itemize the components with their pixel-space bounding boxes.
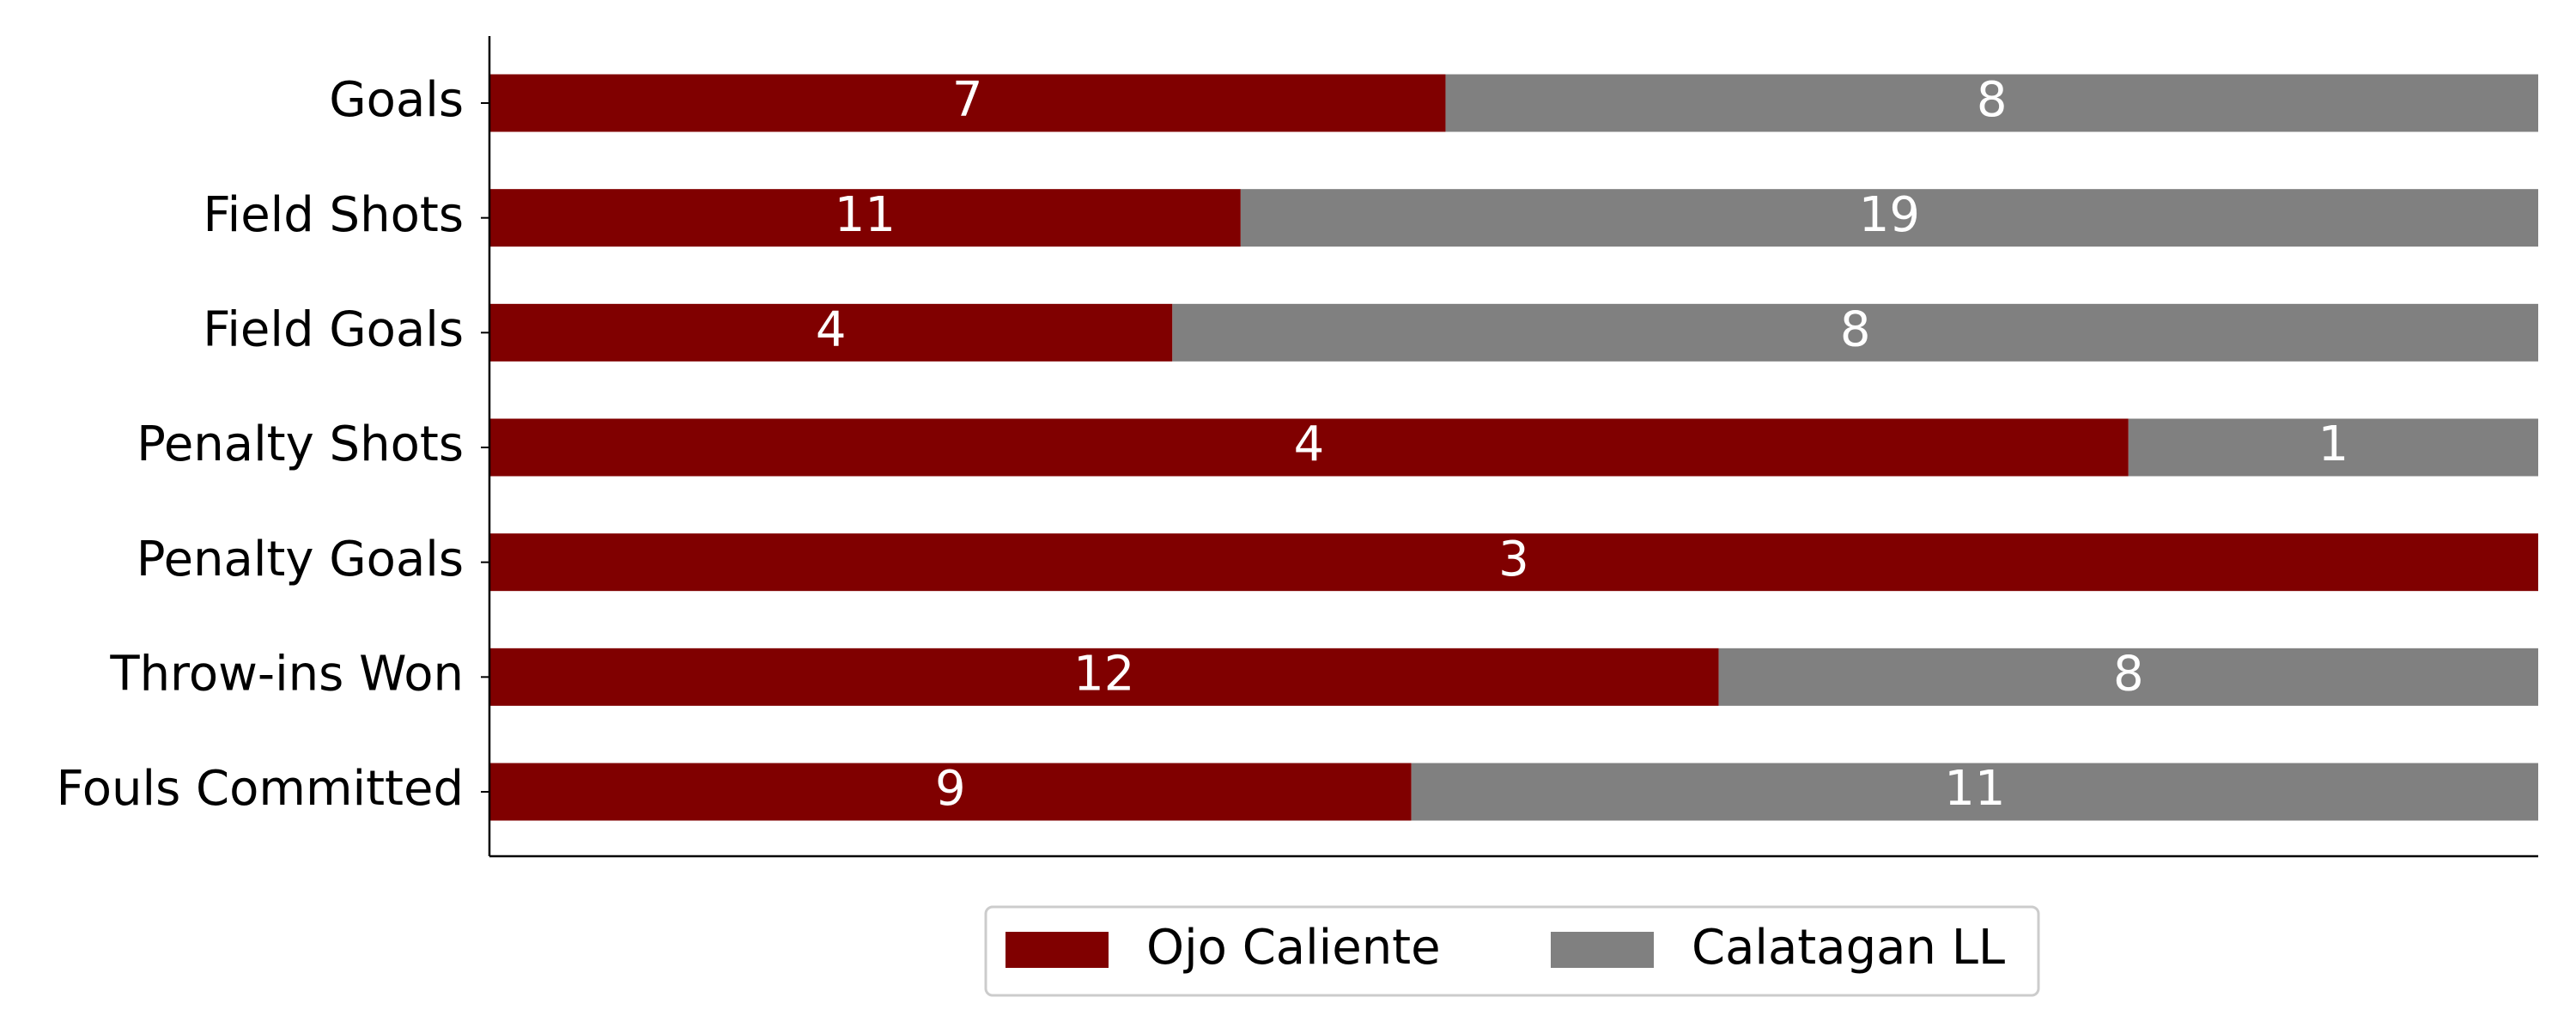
- bar-segment: [1445, 74, 2538, 132]
- bar-segment: [2128, 418, 2538, 477]
- legend-frame: [984, 905, 2040, 997]
- value-label: 7: [952, 72, 983, 128]
- bar-segment: [489, 189, 1241, 247]
- legend-label: Calatagan LL: [1692, 920, 2005, 976]
- bar-segment: [1411, 763, 2538, 821]
- value-label: 4: [816, 301, 847, 357]
- value-label: 11: [835, 187, 896, 243]
- y-tick-label: Penalty Shots: [137, 417, 464, 472]
- bar-segment: [489, 418, 2129, 477]
- y-tick-label: Fouls Committed: [57, 761, 464, 817]
- y-tick-label: Field Shots: [204, 187, 465, 243]
- bar-segment: [1172, 303, 2538, 362]
- y-tick-label: Penalty Goals: [137, 532, 464, 587]
- value-label: 8: [1977, 72, 2008, 128]
- legend-label: Ojo Caliente: [1146, 920, 1441, 976]
- y-tick-label: Goals: [329, 72, 464, 128]
- bar-segment: [1240, 189, 2538, 247]
- bar-segment: [489, 74, 1446, 132]
- value-label: 8: [1840, 301, 1871, 357]
- bar-segment: [489, 648, 1719, 706]
- bar-segment: [1718, 648, 2538, 706]
- value-label: 1: [2318, 417, 2349, 472]
- bar-segment: [489, 763, 1412, 821]
- legend: Ojo Caliente Calatagan LL: [984, 905, 2040, 997]
- legend-swatch: [1551, 932, 1654, 968]
- value-label: 19: [1859, 187, 1920, 243]
- value-label: 8: [2113, 646, 2144, 702]
- value-label: 9: [935, 761, 966, 817]
- y-tick-label: Field Goals: [203, 301, 464, 357]
- legend-swatch: [1005, 932, 1109, 968]
- bar-segment: [489, 303, 1173, 362]
- bar-segment: [489, 533, 2538, 592]
- y-tick-label: Throw-ins Won: [109, 646, 464, 702]
- value-label: 4: [1294, 417, 1325, 472]
- value-label: 12: [1073, 646, 1134, 702]
- value-label: 11: [1944, 761, 2005, 817]
- value-label: 3: [1498, 532, 1529, 587]
